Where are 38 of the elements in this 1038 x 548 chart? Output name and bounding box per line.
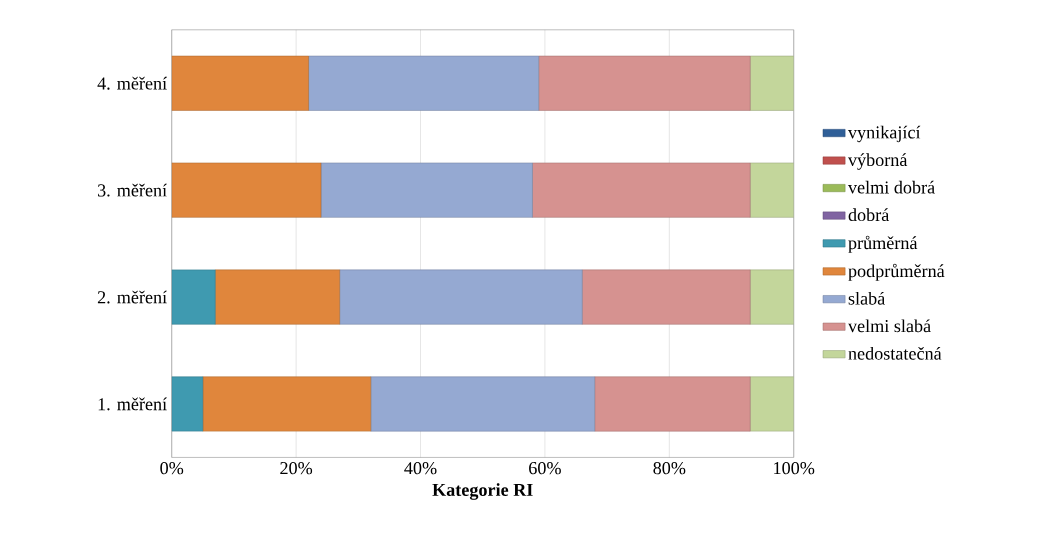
x-tick-label: 20% bbox=[280, 461, 313, 475]
bar bbox=[171, 162, 322, 218]
legend-label: velmi slabá bbox=[847, 319, 931, 333]
y-tick-label: 4. měření bbox=[97, 76, 167, 90]
legend-label: průměrná bbox=[848, 235, 918, 253]
x-tick-label: 60% bbox=[529, 461, 561, 475]
legend-label: nedostatečná bbox=[848, 346, 942, 360]
y-tick-label: 2. měření bbox=[97, 290, 167, 304]
bar bbox=[202, 376, 372, 432]
legend-label: slabá bbox=[848, 291, 886, 305]
bar bbox=[594, 376, 751, 432]
bar bbox=[171, 55, 309, 111]
bar bbox=[581, 269, 751, 325]
legend-label: výborná bbox=[847, 153, 908, 170]
bar bbox=[171, 376, 204, 432]
bar bbox=[749, 55, 794, 111]
legend-label: velmi dobrá bbox=[847, 180, 935, 194]
bar bbox=[171, 269, 216, 325]
legend-label: dobrá bbox=[848, 208, 890, 222]
bar bbox=[308, 55, 539, 111]
bar bbox=[370, 376, 595, 432]
x-tick-label: 100% bbox=[774, 461, 815, 475]
x-tick-label: 40% bbox=[404, 461, 437, 475]
x-tick-label: 0% bbox=[160, 461, 184, 475]
y-tick-label: 1. měření bbox=[98, 397, 167, 411]
legend-label: podprůměrná bbox=[848, 263, 945, 281]
bar bbox=[749, 162, 794, 218]
bar bbox=[214, 269, 340, 325]
legend-label: vynikající bbox=[847, 125, 921, 143]
x-tick-label: 80% bbox=[653, 461, 686, 475]
bar bbox=[320, 162, 533, 218]
bar bbox=[538, 55, 751, 111]
y-tick-label: 3. měření bbox=[97, 183, 167, 197]
x-axis-title: Kategorie RI bbox=[432, 483, 533, 500]
bar bbox=[532, 162, 751, 218]
bar bbox=[749, 376, 794, 432]
bar bbox=[339, 269, 583, 325]
bar bbox=[749, 269, 794, 325]
